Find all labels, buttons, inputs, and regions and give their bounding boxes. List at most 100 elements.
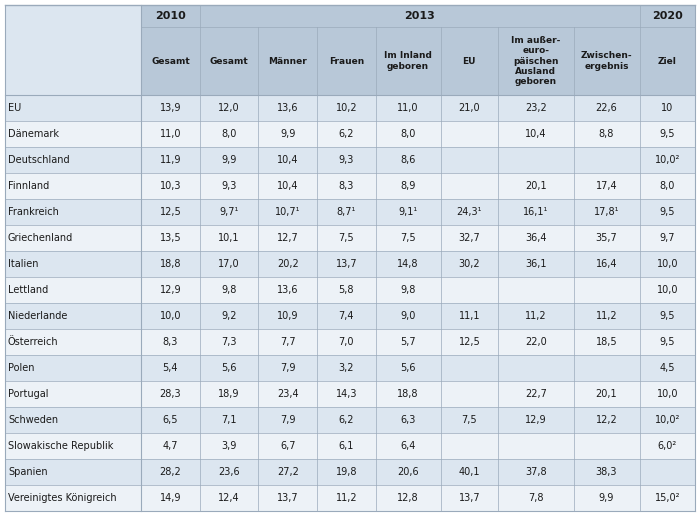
Bar — [5, 147, 695, 173]
Bar — [141, 27, 199, 95]
Text: 12,5: 12,5 — [160, 207, 181, 217]
Bar — [5, 303, 695, 329]
Text: 12,9: 12,9 — [160, 285, 181, 295]
Text: 10,0²: 10,0² — [654, 155, 680, 165]
Text: 10: 10 — [661, 103, 673, 113]
Text: 22,6: 22,6 — [596, 103, 617, 113]
Bar — [5, 121, 695, 147]
Text: 5,7: 5,7 — [400, 337, 416, 347]
Text: 12,8: 12,8 — [398, 493, 419, 503]
Text: Zwischen-
ergebnis: Zwischen- ergebnis — [581, 51, 632, 71]
Text: 5,4: 5,4 — [162, 363, 178, 373]
Text: 16,4: 16,4 — [596, 259, 617, 269]
Text: 20,6: 20,6 — [398, 467, 419, 477]
Text: EU: EU — [8, 103, 21, 113]
Text: 12,2: 12,2 — [596, 415, 617, 425]
Text: 18,8: 18,8 — [160, 259, 181, 269]
Text: 9,9: 9,9 — [598, 493, 614, 503]
Text: 32,7: 32,7 — [458, 233, 480, 243]
Text: 10,0²: 10,0² — [654, 415, 680, 425]
Text: 11,0: 11,0 — [398, 103, 419, 113]
Text: 9,5: 9,5 — [659, 311, 675, 321]
Text: 5,8: 5,8 — [339, 285, 354, 295]
Text: 13,7: 13,7 — [458, 493, 480, 503]
Text: 37,8: 37,8 — [525, 467, 547, 477]
Bar — [498, 27, 573, 95]
Text: 18,5: 18,5 — [596, 337, 617, 347]
Text: 27,2: 27,2 — [276, 467, 299, 477]
Text: 10,0: 10,0 — [657, 285, 678, 295]
Text: Gesamt: Gesamt — [210, 57, 248, 65]
Text: 13,5: 13,5 — [160, 233, 181, 243]
Text: 10,4: 10,4 — [525, 129, 547, 139]
Text: Gesamt: Gesamt — [151, 57, 190, 65]
Text: 7,9: 7,9 — [280, 363, 295, 373]
Text: 6,2: 6,2 — [339, 415, 354, 425]
Text: 13,6: 13,6 — [277, 103, 298, 113]
Text: 23,4: 23,4 — [277, 389, 298, 399]
Text: 12,5: 12,5 — [458, 337, 480, 347]
Text: 8,0: 8,0 — [659, 181, 675, 191]
Bar — [5, 5, 141, 95]
Text: 17,8¹: 17,8¹ — [594, 207, 620, 217]
Text: 8,7¹: 8,7¹ — [337, 207, 356, 217]
Text: 10,4: 10,4 — [277, 181, 298, 191]
Text: 4,7: 4,7 — [162, 441, 178, 451]
Text: Männer: Männer — [268, 57, 307, 65]
Text: Spanien: Spanien — [8, 467, 48, 477]
Text: 9,3: 9,3 — [339, 155, 354, 165]
Text: Frauen: Frauen — [329, 57, 364, 65]
Text: 6,7: 6,7 — [280, 441, 295, 451]
Bar — [640, 27, 695, 95]
Bar — [376, 27, 440, 95]
Text: 10,0: 10,0 — [160, 311, 181, 321]
Text: 40,1: 40,1 — [458, 467, 480, 477]
Text: 23,6: 23,6 — [218, 467, 240, 477]
Text: 28,3: 28,3 — [160, 389, 181, 399]
Bar — [5, 381, 695, 407]
Text: 9,1¹: 9,1¹ — [398, 207, 418, 217]
Text: Italien: Italien — [8, 259, 38, 269]
Text: 10,7¹: 10,7¹ — [275, 207, 300, 217]
Text: 11,2: 11,2 — [335, 493, 357, 503]
Text: 6,4: 6,4 — [400, 441, 416, 451]
Text: 21,0: 21,0 — [458, 103, 480, 113]
Text: 13,7: 13,7 — [277, 493, 298, 503]
Text: 10,3: 10,3 — [160, 181, 181, 191]
Text: 8,3: 8,3 — [162, 337, 178, 347]
Text: 8,0: 8,0 — [221, 129, 237, 139]
Text: 17,4: 17,4 — [596, 181, 617, 191]
Text: 2013: 2013 — [405, 11, 435, 21]
Text: 7,8: 7,8 — [528, 493, 544, 503]
Bar — [5, 355, 695, 381]
Text: Polen: Polen — [8, 363, 34, 373]
Text: 9,9: 9,9 — [280, 129, 295, 139]
Text: 7,0: 7,0 — [339, 337, 354, 347]
Text: 13,6: 13,6 — [277, 285, 298, 295]
Text: 9,5: 9,5 — [659, 207, 675, 217]
Text: 11,0: 11,0 — [160, 129, 181, 139]
Text: 14,3: 14,3 — [335, 389, 357, 399]
Text: 12,9: 12,9 — [525, 415, 547, 425]
Text: 7,5: 7,5 — [461, 415, 477, 425]
Bar — [5, 225, 695, 251]
Text: 22,0: 22,0 — [525, 337, 547, 347]
Text: 13,9: 13,9 — [160, 103, 181, 113]
Bar — [5, 173, 695, 199]
Bar — [5, 277, 695, 303]
Text: Finnland: Finnland — [8, 181, 49, 191]
Bar — [199, 27, 258, 95]
Text: Slowakische Republik: Slowakische Republik — [8, 441, 113, 451]
Text: 11,1: 11,1 — [458, 311, 480, 321]
Text: Portugal: Portugal — [8, 389, 48, 399]
Text: 24,3¹: 24,3¹ — [456, 207, 482, 217]
Text: 20,2: 20,2 — [276, 259, 299, 269]
Text: 9,8: 9,8 — [221, 285, 237, 295]
Text: 3,2: 3,2 — [339, 363, 354, 373]
Text: 30,2: 30,2 — [458, 259, 480, 269]
Bar — [5, 459, 695, 485]
Text: 7,9: 7,9 — [280, 415, 295, 425]
Bar — [5, 199, 695, 225]
Text: 9,8: 9,8 — [400, 285, 416, 295]
Text: 18,8: 18,8 — [398, 389, 419, 399]
